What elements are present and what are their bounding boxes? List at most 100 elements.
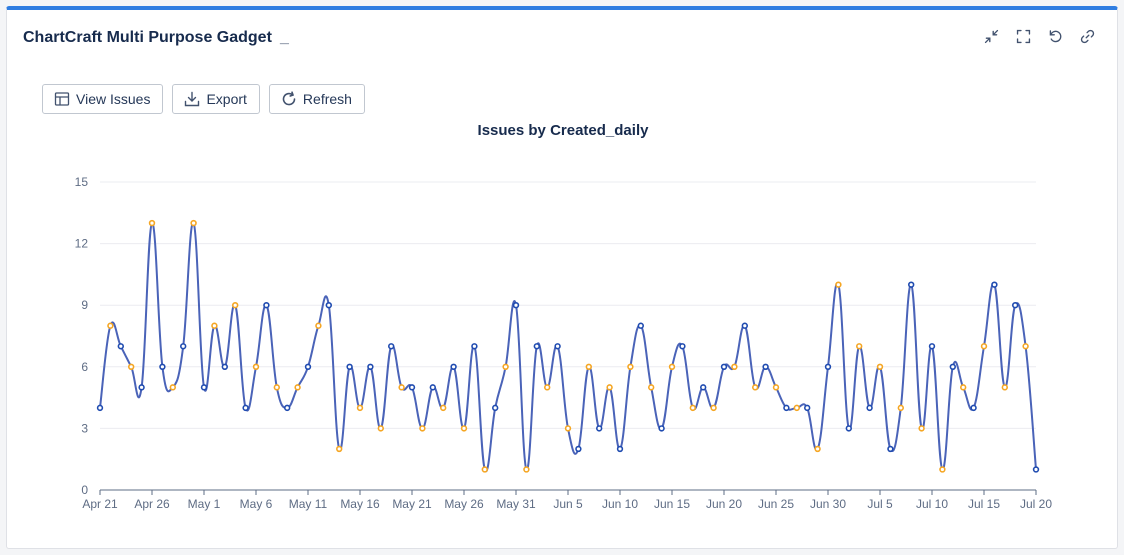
- data-point[interactable]: [897, 404, 904, 412]
- data-point[interactable]: [481, 466, 488, 473]
- data-point[interactable]: [460, 425, 468, 432]
- data-point[interactable]: [315, 322, 322, 329]
- data-point[interactable]: [169, 384, 177, 391]
- link-icon[interactable]: [1077, 26, 1097, 46]
- data-point[interactable]: [824, 363, 832, 370]
- data-point[interactable]: [408, 384, 416, 391]
- data-point[interactable]: [658, 425, 665, 432]
- data-point[interactable]: [564, 425, 572, 432]
- data-point[interactable]: [585, 363, 592, 370]
- data-point[interactable]: [450, 363, 457, 370]
- data-point[interactable]: [668, 363, 676, 370]
- data-point[interactable]: [751, 384, 759, 391]
- data-point[interactable]: [606, 384, 613, 391]
- view-issues-button[interactable]: View Issues: [42, 84, 164, 114]
- data-point[interactable]: [855, 343, 863, 350]
- data-point[interactable]: [980, 343, 988, 350]
- data-point[interactable]: [294, 384, 301, 391]
- data-point[interactable]: [263, 302, 270, 309]
- data-point[interactable]: [554, 343, 561, 350]
- data-point[interactable]: [679, 343, 686, 350]
- data-point[interactable]: [284, 404, 291, 412]
- data-point[interactable]: [991, 281, 998, 288]
- data-point[interactable]: [970, 404, 977, 412]
- data-point[interactable]: [627, 363, 634, 370]
- data-point[interactable]: [471, 343, 478, 350]
- data-point[interactable]: [543, 384, 551, 391]
- data-point[interactable]: [866, 404, 873, 412]
- data-point[interactable]: [242, 404, 249, 412]
- refresh-button[interactable]: Refresh: [268, 84, 365, 114]
- data-point[interactable]: [1011, 302, 1019, 309]
- data-point[interactable]: [252, 363, 260, 370]
- data-point[interactable]: [138, 384, 145, 391]
- data-point[interactable]: [117, 343, 125, 350]
- data-point[interactable]: [1032, 466, 1040, 473]
- data-point[interactable]: [273, 384, 280, 391]
- data-point[interactable]: [96, 404, 104, 412]
- data-point[interactable]: [793, 404, 800, 412]
- data-point[interactable]: [575, 445, 582, 453]
- data-point[interactable]: [502, 363, 509, 370]
- data-point[interactable]: [876, 363, 884, 370]
- data-point[interactable]: [533, 343, 540, 350]
- data-point[interactable]: [803, 404, 811, 412]
- data-point[interactable]: [762, 363, 769, 370]
- data-point[interactable]: [835, 281, 842, 288]
- data-point[interactable]: [148, 219, 156, 227]
- refresh-icon[interactable]: [1045, 26, 1065, 46]
- data-point[interactable]: [367, 363, 374, 370]
- data-point[interactable]: [440, 404, 447, 412]
- data-point[interactable]: [949, 363, 956, 370]
- data-point[interactable]: [814, 445, 821, 453]
- data-point[interactable]: [398, 384, 405, 391]
- data-point[interactable]: [304, 363, 312, 370]
- data-point[interactable]: [107, 322, 114, 329]
- data-point[interactable]: [1001, 384, 1008, 391]
- data-point[interactable]: [616, 445, 624, 453]
- data-point[interactable]: [190, 219, 197, 227]
- fullscreen-icon[interactable]: [1013, 26, 1033, 46]
- data-point[interactable]: [180, 343, 187, 350]
- minimize-icon[interactable]: [981, 26, 1001, 46]
- data-point[interactable]: [907, 281, 915, 288]
- data-point[interactable]: [772, 384, 780, 391]
- data-point[interactable]: [377, 425, 384, 432]
- gadget-title-edit[interactable]: _: [280, 29, 289, 46]
- data-point[interactable]: [419, 425, 426, 432]
- data-point[interactable]: [512, 302, 520, 309]
- data-point[interactable]: [232, 302, 239, 309]
- data-point[interactable]: [783, 404, 790, 412]
- data-point[interactable]: [388, 343, 395, 350]
- data-point[interactable]: [127, 363, 135, 370]
- data-point[interactable]: [492, 404, 499, 412]
- data-point[interactable]: [159, 363, 166, 370]
- data-point[interactable]: [595, 425, 603, 432]
- data-point[interactable]: [918, 425, 925, 432]
- data-point[interactable]: [429, 384, 436, 391]
- data-point[interactable]: [637, 322, 644, 329]
- data-point[interactable]: [325, 302, 332, 309]
- data-point[interactable]: [346, 363, 353, 370]
- data-point[interactable]: [221, 363, 229, 370]
- data-point[interactable]: [1022, 343, 1029, 350]
- data-point[interactable]: [699, 384, 707, 391]
- data-point[interactable]: [211, 322, 218, 329]
- data-point[interactable]: [720, 363, 728, 370]
- data-point[interactable]: [939, 466, 946, 473]
- data-point[interactable]: [710, 404, 717, 412]
- data-point[interactable]: [689, 404, 696, 412]
- export-button[interactable]: Export: [172, 84, 260, 114]
- data-point[interactable]: [928, 343, 936, 350]
- data-point[interactable]: [356, 404, 364, 412]
- data-point[interactable]: [200, 384, 208, 391]
- data-point[interactable]: [845, 425, 852, 432]
- data-point[interactable]: [887, 445, 894, 453]
- data-point[interactable]: [959, 384, 967, 391]
- data-point[interactable]: [523, 466, 530, 473]
- data-point[interactable]: [741, 322, 748, 329]
- data-point[interactable]: [731, 363, 738, 370]
- data-point[interactable]: [647, 384, 655, 391]
- data-point[interactable]: [336, 445, 343, 453]
- chart-title: Issues by Created_daily: [478, 122, 650, 139]
